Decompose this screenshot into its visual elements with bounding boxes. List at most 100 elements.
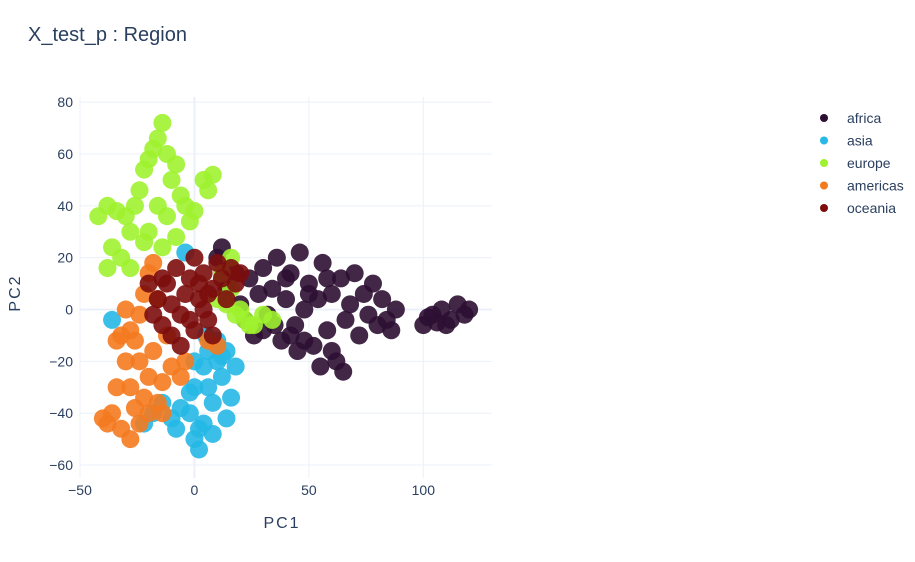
data-point [345, 264, 364, 283]
legend-item-americas[interactable]: americas [820, 178, 904, 194]
data-point [295, 331, 314, 350]
x-tick-label: 0 [191, 482, 199, 498]
data-point [98, 259, 117, 278]
data-point [222, 388, 241, 407]
data-point [139, 404, 158, 423]
legend[interactable]: africa asia europe americas oceania [820, 110, 904, 216]
y-tick-label: 20 [57, 250, 73, 266]
data-point [299, 284, 318, 303]
data-point [107, 331, 126, 350]
data-point [313, 253, 332, 272]
data-point [386, 300, 405, 319]
data-point [162, 295, 181, 314]
data-point [121, 378, 140, 397]
data-point [148, 129, 167, 148]
data-point [135, 233, 154, 252]
data-point [336, 310, 355, 329]
x-tick-label: 100 [412, 482, 436, 498]
data-point [130, 352, 149, 371]
data-point [240, 316, 259, 335]
data-point [295, 300, 314, 319]
legend-item-oceania[interactable]: oceania [820, 200, 896, 216]
series-oceania [139, 248, 250, 355]
chart-title: X_test_p : Region [28, 24, 187, 46]
data-point [203, 165, 222, 184]
data-point [318, 269, 337, 288]
y-tick-label: −60 [49, 457, 73, 473]
data-point [217, 290, 236, 309]
data-point [194, 300, 213, 319]
y-tick-label: 60 [57, 146, 73, 162]
data-point [363, 274, 382, 293]
legend-label: africa [847, 110, 881, 126]
data-point [460, 300, 479, 319]
x-axis-title: PC1 [263, 515, 300, 532]
legend-marker [820, 136, 828, 145]
data-point [373, 290, 392, 309]
data-point [322, 342, 341, 360]
data-point [199, 181, 218, 200]
data-point [350, 326, 369, 345]
legend-marker [820, 159, 828, 167]
data-points [89, 113, 479, 459]
data-point [331, 269, 350, 288]
data-point [153, 113, 172, 132]
x-tick-label: −50 [68, 482, 92, 498]
data-point [199, 378, 218, 397]
data-point [171, 367, 190, 386]
data-point [334, 362, 353, 381]
y-tick-label: 40 [57, 198, 73, 214]
data-point [139, 367, 158, 386]
data-point [139, 274, 158, 293]
legend-item-africa[interactable]: africa [820, 110, 881, 126]
data-point [153, 238, 172, 257]
data-point [167, 419, 186, 438]
data-point [190, 274, 209, 293]
data-point [157, 207, 176, 226]
data-point [203, 393, 222, 412]
data-point [176, 352, 195, 371]
data-point [148, 290, 167, 309]
data-point [254, 259, 273, 278]
data-point [121, 321, 140, 340]
data-point [322, 284, 341, 303]
data-point [153, 404, 172, 423]
legend-label: europe [847, 155, 891, 171]
data-point [249, 284, 268, 303]
y-tick-label: −40 [49, 405, 73, 421]
data-point [116, 300, 135, 319]
data-point [277, 290, 295, 309]
data-point [382, 321, 401, 340]
data-point [144, 342, 163, 360]
data-point [130, 305, 149, 324]
data-point [89, 207, 108, 226]
data-point [116, 352, 135, 371]
data-point [267, 248, 286, 267]
data-point [180, 310, 199, 329]
data-point [103, 310, 122, 329]
data-point [226, 357, 245, 376]
data-point [171, 336, 190, 355]
data-point [153, 269, 172, 288]
data-point [167, 155, 186, 174]
data-point [167, 259, 186, 278]
data-point [107, 378, 126, 397]
legend-label: asia [847, 133, 873, 149]
data-point [203, 424, 222, 443]
data-point [185, 248, 204, 267]
legend-marker [820, 204, 828, 212]
series-africa [208, 238, 479, 381]
data-point [130, 181, 149, 200]
data-point [217, 409, 236, 428]
data-point [212, 367, 231, 386]
data-point [176, 284, 195, 303]
data-point [277, 269, 295, 288]
legend-item-asia[interactable]: asia [820, 133, 873, 149]
legend-item-europe[interactable]: europe [820, 155, 891, 171]
data-point [121, 430, 140, 449]
axis-ticks: −50 0 50 100 −60 −40 −20 0 20 40 60 80 [49, 94, 435, 498]
data-point [121, 259, 140, 278]
data-point [203, 326, 222, 345]
